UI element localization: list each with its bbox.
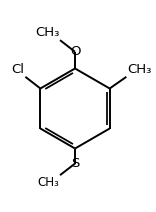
Text: Cl: Cl — [12, 63, 24, 76]
Text: O: O — [70, 45, 80, 58]
Text: CH₃: CH₃ — [37, 176, 59, 189]
Text: CH₃: CH₃ — [35, 26, 59, 39]
Text: CH₃: CH₃ — [127, 63, 152, 76]
Text: S: S — [71, 157, 79, 170]
